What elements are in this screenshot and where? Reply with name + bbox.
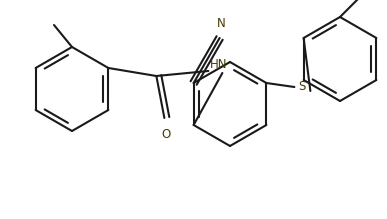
Text: S: S [299,81,306,94]
Text: N: N [217,17,226,30]
Text: O: O [162,128,171,141]
Text: HN: HN [211,58,228,71]
